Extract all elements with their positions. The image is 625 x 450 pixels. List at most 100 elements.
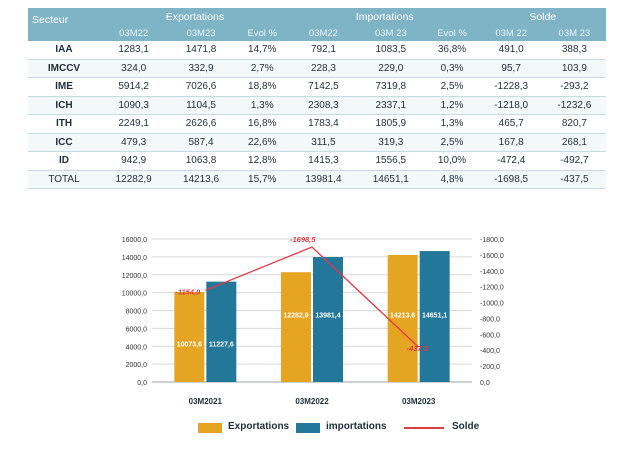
cell-value: 2337,1 (357, 96, 425, 115)
cell-sector: ICC (28, 133, 100, 152)
bar-data-label: 11227,6 (209, 341, 234, 348)
cell-value: 15,7% (234, 170, 290, 189)
y-right-tick-label: -200,0 (480, 364, 500, 371)
cell-value: 22,6% (234, 133, 290, 152)
cell-value: 7142,5 (289, 77, 358, 97)
bar-importations (313, 257, 343, 382)
cell-value: 12282,9 (100, 170, 168, 189)
cell-value: 7026,6 (167, 77, 235, 97)
legend-swatch-solde (404, 427, 444, 429)
header-importations: Importations (289, 8, 480, 25)
cell-value: 465,7 (479, 114, 543, 134)
table-row: IME 5914,2 7026,6 18,8% 7142,5 7319,8 2,5% -122… (28, 77, 606, 97)
table-row: IMCCV 324,0 332,9 2,7% 228,3 229,0 0,3% 95,7 103… (28, 59, 606, 78)
y-left-tick-label: 0,0 (137, 380, 147, 387)
cell-value: -472,4 (479, 151, 543, 171)
cell-value: 0,3% (424, 59, 480, 78)
cell-sector: ICH (28, 96, 100, 115)
cell-value: 167,8 (479, 133, 543, 152)
cell-sector: IME (28, 77, 100, 97)
y-left-tick-label: 10000,0 (122, 291, 147, 298)
cell-value: -492,7 (542, 151, 606, 171)
y-right-tick-label: 0,0 (480, 380, 490, 387)
solde-data-label: -437,5 (407, 344, 429, 353)
cell-value: 491,0 (479, 41, 543, 60)
cell-value: 1,2% (424, 96, 480, 115)
y-right-tick-label: -1800,0 (480, 237, 504, 244)
x-tick-label: 03M2021 (189, 397, 223, 406)
cell-value: 268,1 (542, 133, 606, 152)
cell-value: 16,8% (234, 114, 290, 134)
cell-value: -437,5 (542, 170, 606, 189)
cell-sector: IMCCV (28, 59, 100, 78)
y-right-tick-label: -1000,0 (480, 301, 504, 308)
cell-value: 479,3 (100, 133, 168, 152)
cell-value: -1218,0 (479, 96, 543, 115)
bar-importations (419, 251, 450, 382)
cell-value: 332,9 (167, 59, 235, 78)
subheader: Evol % (234, 25, 290, 41)
legend-swatch-importations (296, 423, 320, 433)
subheader: 03M22 (100, 25, 168, 41)
cell-value: 95,7 (479, 59, 543, 78)
cell-value: 1805,9 (357, 114, 425, 134)
y-left-tick-label: 8000,0 (126, 309, 148, 316)
legend-label-importations: importations (326, 421, 387, 432)
cell-value: 1,3% (234, 96, 290, 115)
cell-value: 103,9 (542, 59, 606, 78)
cell-value: 2249,1 (100, 114, 168, 134)
bar-data-label: 13981,4 (315, 313, 340, 320)
cell-value: 2,5% (424, 133, 480, 152)
y-right-tick-label: -400,0 (480, 348, 500, 355)
cell-value: 1783,4 (289, 114, 358, 134)
cell-sector: TOTAL (28, 170, 100, 189)
cell-value: 820,7 (542, 114, 606, 134)
subheader: 03M 23 (542, 25, 606, 41)
cell-value: 229,0 (357, 59, 425, 78)
cell-value: 1415,3 (289, 151, 358, 171)
cell-value: 14,7% (234, 41, 290, 60)
cell-value: -1228,3 (479, 77, 543, 97)
cell-value: 1556,5 (357, 151, 425, 171)
y-left-tick-label: 16000,0 (122, 237, 147, 244)
cell-value: 5914,2 (100, 77, 168, 97)
cell-value: 1083,5 (357, 41, 425, 60)
header-sector: Secteur (28, 8, 100, 41)
cell-value: 36,8% (424, 41, 480, 60)
cell-sector: ID (28, 151, 100, 171)
chart-legend: Exportations importations Solde (0, 418, 625, 438)
x-tick-label: 03M2023 (402, 397, 436, 406)
cell-value: 1,3% (424, 114, 480, 134)
cell-value: 13981,4 (289, 170, 358, 189)
table-row: IAA 1283,1 1471,8 14,7% 792,1 1083,5 36,8% 491,… (28, 41, 606, 60)
header-solde: Solde (479, 8, 606, 25)
legend-swatch-exportations (198, 423, 222, 433)
cell-value: 1063,8 (167, 151, 235, 171)
y-left-tick-label: 4000,0 (126, 344, 148, 351)
cell-value: 12,8% (234, 151, 290, 171)
cell-sector: IAA (28, 41, 100, 60)
subheader: Evol % (424, 25, 480, 41)
cell-value: 2,5% (424, 77, 480, 97)
table-row: ICH 1090,3 1104,5 1,3% 2308,3 2337,1 1,2% -1218… (28, 96, 606, 115)
solde-data-label: -1698,5 (290, 235, 316, 244)
trade-table-container: Secteur Exportations Importations Solde … (28, 8, 606, 189)
trade-chart: 0,0 2000,0 4000,0 6000,0 8000,0 10000,0 12000,… (122, 235, 504, 406)
cell-value: 2308,3 (289, 96, 358, 115)
y-left-tick-label: 12000,0 (122, 273, 147, 280)
cell-value: 4,8% (424, 170, 480, 189)
y-right-tick-label: -800,0 (480, 316, 500, 323)
cell-value: -1698,5 (479, 170, 543, 189)
header-exportations: Exportations (100, 8, 290, 25)
bar-data-label: 12282,9 (283, 313, 308, 320)
cell-value: 587,4 (167, 133, 235, 152)
cell-value: 10,0% (424, 151, 480, 171)
cell-value: 7319,8 (357, 77, 425, 97)
cell-value: 1283,1 (100, 41, 168, 60)
y-left-tick-label: 14000,0 (122, 255, 147, 262)
cell-value: 228,3 (289, 59, 358, 78)
cell-value: 1471,8 (167, 41, 235, 60)
cell-value: 14213,6 (167, 170, 235, 189)
cell-value: 792,1 (289, 41, 358, 60)
bar-importations (206, 281, 237, 382)
